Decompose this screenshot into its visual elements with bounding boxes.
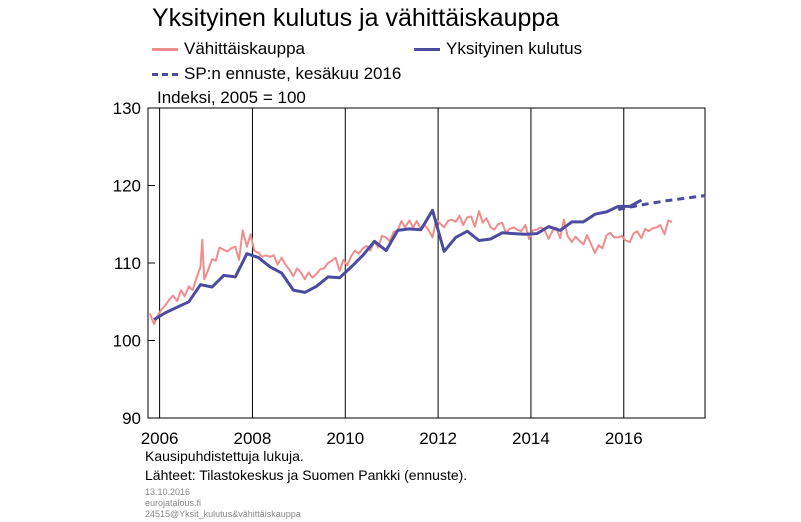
legend-label-forecast: SP:n ennuste, kesäkuu 2016 <box>184 64 402 83</box>
unit-label: Indeksi, 2005 = 100 <box>157 88 306 107</box>
series-line <box>617 194 706 211</box>
x-tick-label: 2014 <box>512 429 550 448</box>
legend-label-consumption: Yksityinen kulutus <box>446 39 583 58</box>
y-tick-label: 130 <box>113 99 141 118</box>
footnote-site: eurojatalous.fi <box>145 498 202 508</box>
x-tick-label: 2016 <box>605 429 643 448</box>
legend-item-consumption: Yksityinen kulutus <box>414 39 582 59</box>
footnote-sources: Lähteet: Tilastokeskus ja Suomen Pankki … <box>145 467 468 483</box>
x-tick-label: 2006 <box>141 429 179 448</box>
legend-label-retail: Vähittäiskauppa <box>184 39 305 58</box>
series-line <box>148 210 673 326</box>
footnote-date: 13.10.2016 <box>145 487 191 497</box>
x-tick-label: 2010 <box>326 429 364 448</box>
x-tick-label: 2012 <box>419 429 457 448</box>
series-line <box>153 198 643 321</box>
plot-frame <box>147 107 706 419</box>
y-tick-label: 120 <box>113 177 141 196</box>
y-tick-label: 90 <box>122 409 141 428</box>
legend-item-retail: Vähittäiskauppa <box>152 39 305 59</box>
footnote-seasonal: Kausipuhdistettuja lukuja. <box>145 448 304 464</box>
x-tick-label: 2008 <box>234 429 272 448</box>
legend-swatch-consumption <box>414 47 440 51</box>
footnote-code: 24515@Yksit_kulutus&vähittäiskauppa <box>145 509 301 519</box>
y-tick-label: 100 <box>113 332 141 351</box>
chart-title: Yksityinen kulutus ja vähittäiskauppa <box>152 4 560 32</box>
legend-swatch-forecast <box>152 72 178 76</box>
legend-swatch-retail <box>152 47 178 51</box>
legend-item-forecast: SP:n ennuste, kesäkuu 2016 <box>152 64 401 84</box>
y-tick-label: 110 <box>114 254 141 273</box>
